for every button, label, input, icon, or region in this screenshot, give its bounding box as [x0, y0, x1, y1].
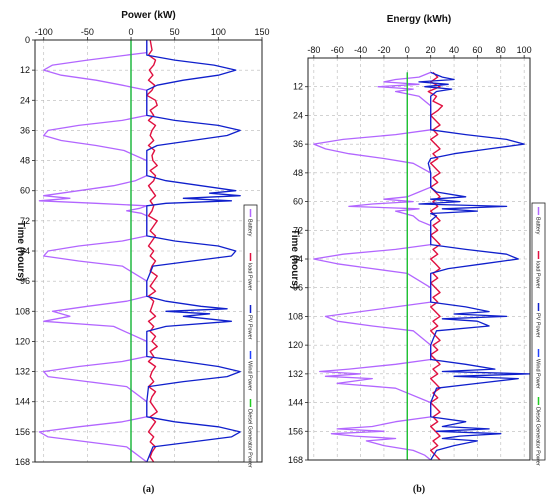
tick-label-time: 36 — [293, 139, 303, 149]
axis-title-time: Time (hours) — [15, 221, 26, 281]
legend-label-diesel-generator-power: Diesel Generator Power — [535, 407, 541, 466]
tick-label-time: 132 — [15, 367, 30, 377]
tick-label-time: 48 — [293, 168, 303, 178]
tick-label-value: -40 — [354, 45, 367, 55]
legend: Battery load Power PV Power Wind Power Diese… — [243, 204, 258, 468]
axis-title-value: Power (kW) — [121, 10, 175, 21]
tick-label-value: -50 — [81, 27, 94, 37]
tick-label-time: 144 — [15, 397, 30, 407]
tick-label-value: -60 — [331, 45, 344, 55]
legend-label-diesel-generator-power: Diesel Generator Power — [247, 409, 253, 468]
axis-title-time: Time (hours) — [289, 229, 300, 289]
tick-label-value: 60 — [472, 45, 482, 55]
tick-label-time: 24 — [20, 95, 30, 105]
tick-label-time: 24 — [293, 110, 303, 120]
tick-label-time: 72 — [293, 225, 303, 235]
series-line-load-power — [427, 71, 444, 460]
tick-label-time: 60 — [293, 197, 303, 207]
tick-label-time: 36 — [20, 125, 30, 135]
tick-label-time: 120 — [288, 340, 303, 350]
tick-label-time: 168 — [15, 457, 30, 467]
tick-label-time: 48 — [20, 156, 30, 166]
legend-label-pv-power: PV Power — [535, 313, 541, 338]
chart-panel-a: -100 -50 0 50 100 150 0 12 24 36 48 60 72 84 96 108 120 1… — [15, 10, 270, 495]
series-line-battery — [313, 71, 432, 460]
tick-label-time: 60 — [20, 186, 30, 196]
legend-box — [531, 202, 546, 461]
series-line-load-power — [146, 40, 158, 462]
tick-label-time: 12 — [20, 65, 30, 75]
chart-panel-b: -80 -60 -40 -20 0 20 40 60 80 100 12 24 36 48 60 72 84 96… — [288, 14, 546, 495]
tick-label-time: 120 — [15, 336, 30, 346]
tick-label-time: 156 — [288, 426, 303, 436]
tick-label-value: 20 — [426, 45, 436, 55]
series-line-pv-power — [418, 71, 530, 460]
tick-label-time: 96 — [20, 276, 30, 286]
tick-label-time: 12 — [293, 82, 303, 92]
legend-label-battery: Battery — [535, 217, 541, 235]
legend-label-wind-power: Wind Power — [535, 359, 541, 389]
tick-label-time: 96 — [293, 283, 303, 293]
panel-label: (b) — [413, 484, 425, 495]
tick-label-time: 132 — [288, 369, 303, 379]
tick-label-value: 100 — [517, 45, 532, 55]
tick-label-value: 100 — [211, 27, 226, 37]
tick-label-value: 0 — [129, 27, 134, 37]
legend-box — [243, 204, 258, 463]
tick-label-value: 40 — [449, 45, 459, 55]
legend-label-load-power: load Power — [535, 261, 541, 289]
legend-label-battery: Battery — [247, 219, 253, 237]
series-layer — [313, 71, 530, 460]
axis-title-value: Energy (kWh) — [387, 14, 451, 25]
tick-label-time: 72 — [20, 216, 30, 226]
panel-label: (a) — [143, 484, 155, 495]
plot-frame — [307, 57, 531, 461]
plot-frame — [34, 39, 263, 463]
tick-label-time: 84 — [293, 254, 303, 264]
tick-label-time: 156 — [15, 427, 30, 437]
tick-label-time: 144 — [288, 398, 303, 408]
series-line-pv-power — [146, 40, 241, 462]
tick-label-value: 50 — [170, 27, 180, 37]
series-layer — [38, 40, 241, 462]
legend: Battery load Power PV Power Wind Power Diese… — [531, 202, 546, 466]
legend-label-pv-power: PV Power — [247, 315, 253, 340]
tick-label-value: -20 — [377, 45, 390, 55]
legend-label-wind-power: Wind Power — [247, 361, 253, 391]
tick-label-time: 0 — [25, 35, 30, 45]
tick-label-time: 108 — [15, 306, 30, 316]
tick-label-value: 80 — [496, 45, 506, 55]
tick-label-time: 168 — [288, 455, 303, 465]
tick-label-time: 84 — [20, 246, 30, 256]
tick-label-value: 0 — [405, 45, 410, 55]
legend-label-load-power: load Power — [247, 263, 253, 291]
tick-label-value: -80 — [307, 45, 320, 55]
tick-label-value: 150 — [254, 27, 269, 37]
tick-label-time: 108 — [288, 311, 303, 321]
tick-label-value: -100 — [35, 27, 53, 37]
